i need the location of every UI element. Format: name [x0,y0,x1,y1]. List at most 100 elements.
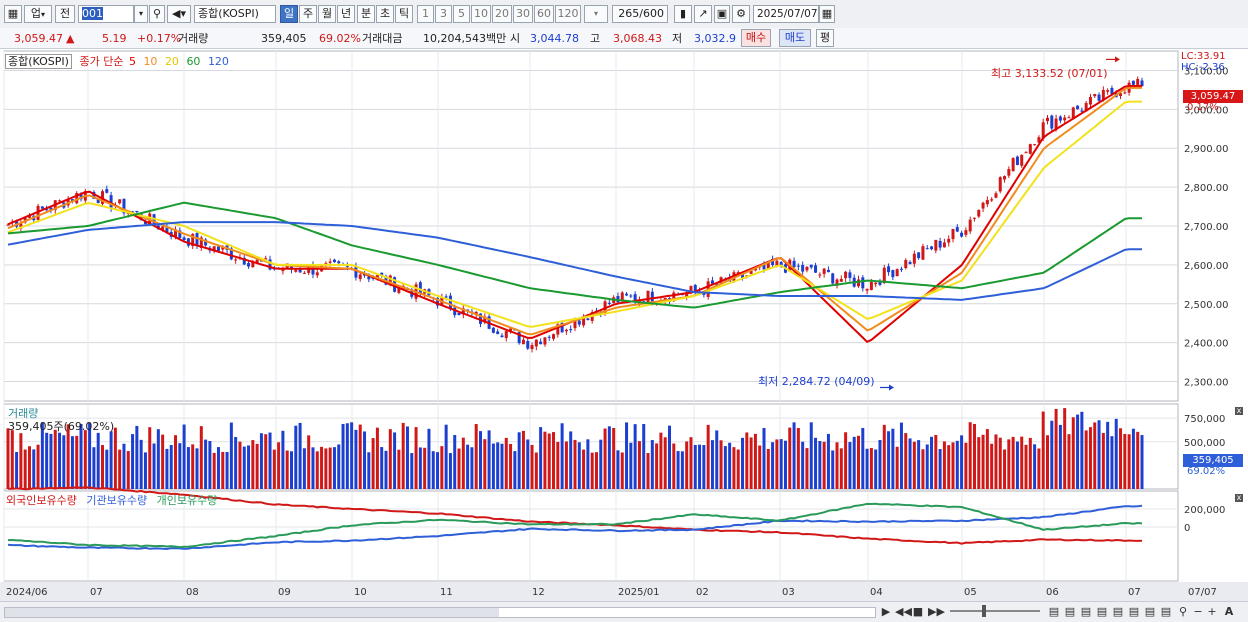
settings-icon[interactable]: ⚙ [732,5,750,23]
layout-icon-5[interactable]: ▤ [1112,605,1124,618]
interval-dropdown-icon[interactable]: ▾ [584,5,608,23]
candle-body [49,207,53,210]
scroll-right-icon[interactable]: ▶ [881,605,891,618]
interval-10[interactable]: 10 [471,5,491,23]
candle-body [1020,154,1024,166]
interval-60[interactable]: 60 [534,5,554,23]
sell-button[interactable]: 매도 [779,29,811,47]
magnifier-icon[interactable]: ⚲ [1178,605,1188,618]
period-month[interactable]: 월 [318,5,336,23]
layout-icon-8[interactable]: ▤ [1160,605,1172,618]
candle-body [1101,89,1105,100]
candle-body [195,233,199,247]
forward-icon[interactable]: ▶▶ [928,605,945,618]
avg-button[interactable]: 평 [816,29,834,47]
zoom-in-icon[interactable]: + [1207,605,1217,618]
period-minute[interactable]: 분 [357,5,375,23]
buy-button[interactable]: 매수 [741,29,771,47]
interval-3[interactable]: 3 [435,5,452,23]
candle-body [981,202,985,209]
candle-icon[interactable]: ▮ [674,5,692,23]
candle-body [736,272,740,274]
legend-name[interactable]: 종합(KOSPI) [5,54,72,69]
volume-bar [672,443,676,489]
chart-menu-icon[interactable]: ▦ [4,5,22,23]
draw-line-icon[interactable]: ↗ [694,5,712,23]
code-dropdown-icon[interactable]: ▾ [134,5,148,23]
candle-body [715,283,719,285]
legend-foreign[interactable]: 외국인보유수량 [6,494,77,507]
interval-120[interactable]: 120 [555,5,581,23]
volume-pane-close-icon[interactable]: x [1235,406,1243,415]
holding-pane-close-icon[interactable]: x [1235,493,1243,502]
candle-body [620,292,624,301]
font-size-icon[interactable]: A [1224,605,1234,618]
volume-bar [135,425,139,489]
rewind-icon[interactable]: ◀◀ [895,605,912,618]
legend-individual[interactable]: 개인보유수량 [156,494,218,507]
interval-30[interactable]: 30 [513,5,533,23]
candle-body [1119,93,1123,96]
zoom-slider[interactable] [950,605,1040,617]
high-arrowhead [1115,56,1120,63]
period-second[interactable]: 초 [376,5,394,23]
code-input[interactable]: 001 [78,5,134,23]
scroll-track[interactable] [4,607,876,618]
zoom-out-icon[interactable]: − [1193,605,1203,618]
layout-icon-2[interactable]: ▤ [1064,605,1076,618]
period-week[interactable]: 주 [299,5,317,23]
layout-icon-7[interactable]: ▤ [1144,605,1156,618]
candle-body [1080,110,1084,112]
volume-bar [242,446,246,489]
candle-body [573,318,577,329]
period-tick[interactable]: 틱 [395,5,413,23]
layout-icon-6[interactable]: ▤ [1128,605,1140,618]
date-field[interactable]: 2025/07/07 [753,5,819,23]
volume-bar [552,432,556,489]
name-field[interactable]: 종합(KOSPI) [194,5,276,23]
speaker-icon[interactable]: ◀▾ [167,5,191,23]
interval-20[interactable]: 20 [492,5,512,23]
candle-body [1088,96,1092,105]
chart-area[interactable]: 3,100.00 3,000.00 2,900.00 2,800.00 2,700.00… [0,49,1248,621]
legend-institution[interactable]: 기관보유수량 [86,494,148,507]
candle-body [547,336,551,338]
candle-body [294,269,298,272]
candle-body [771,259,775,266]
save-icon[interactable]: ▣ [714,5,730,23]
volume-bar [466,444,470,489]
interval-5[interactable]: 5 [453,5,470,23]
volume-bar [444,424,448,489]
chart-canvas[interactable]: 3,100.00 3,000.00 2,900.00 2,800.00 2,700.00… [0,49,1248,601]
layout-icon-4[interactable]: ▤ [1096,605,1108,618]
stop-icon[interactable]: ■ [912,605,924,618]
volume-bar [384,450,388,489]
layout-icon-3[interactable]: ▤ [1080,605,1092,618]
prev-button[interactable]: 전 [55,5,75,23]
volume-bar [882,424,886,489]
volume-bar [178,443,182,489]
holding-legend: 외국인보유수량 기관보유수량 개인보유수량 [6,492,217,508]
volume-bar [805,448,809,489]
candle-body [58,200,62,202]
calendar-icon[interactable]: ▦ [819,5,835,23]
type-select[interactable]: 업▾ [24,5,52,23]
search-icon[interactable]: ⚲ [149,5,165,23]
interval-1[interactable]: 1 [417,5,434,23]
zoom-slider-handle[interactable] [982,605,986,617]
volume-bar [620,452,624,489]
volume-bar [637,441,641,489]
count-field[interactable]: 265/600 [612,5,668,23]
x-tick-label: 10 [354,587,367,598]
scroll-thumb[interactable] [499,608,875,617]
volume-bar [401,422,405,489]
period-year[interactable]: 년 [337,5,355,23]
volume-bar [942,441,946,489]
volume-bar [208,441,212,489]
volume-bar [715,430,719,489]
volume-bar [268,432,272,489]
candle-body [831,273,835,284]
period-day[interactable]: 일 [280,5,298,23]
candle-body [255,259,259,263]
layout-icon-1[interactable]: ▤ [1048,605,1060,618]
